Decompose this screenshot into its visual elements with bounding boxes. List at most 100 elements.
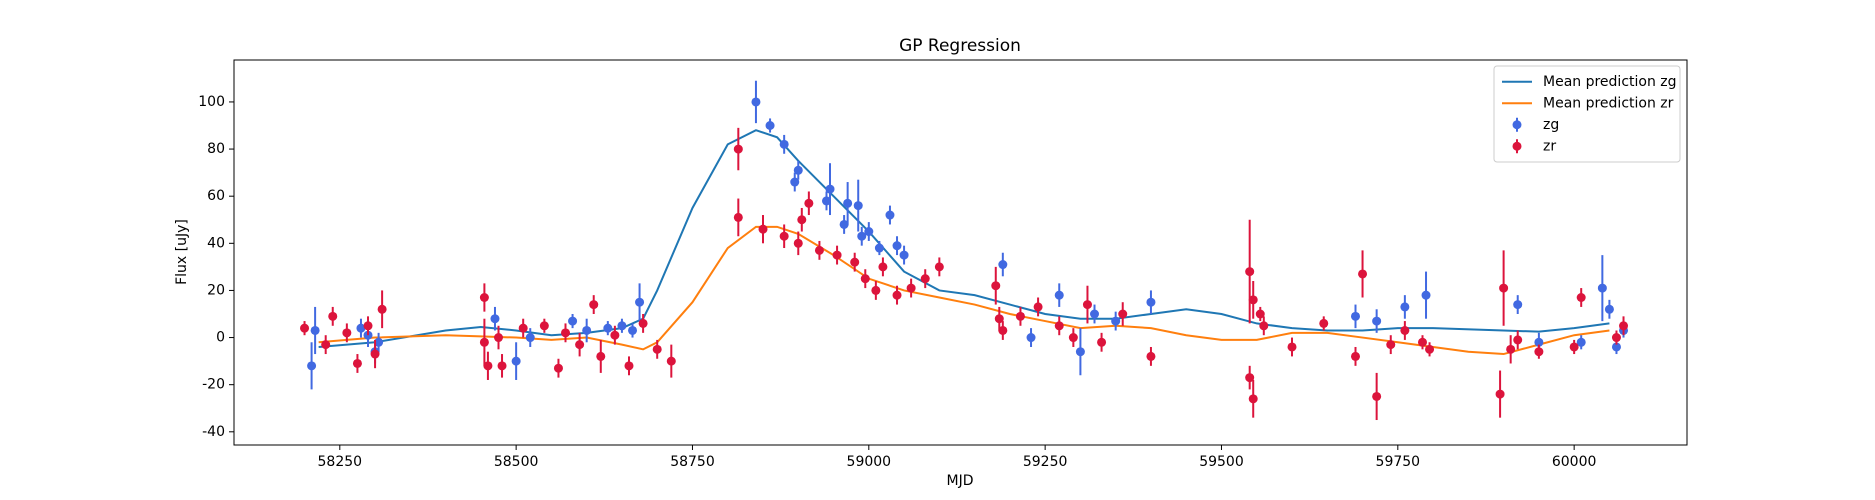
data-point xyxy=(1372,316,1382,326)
data-point xyxy=(553,363,563,373)
data-point xyxy=(920,274,930,284)
data-point xyxy=(328,311,338,321)
legend-label: Mean prediction zr xyxy=(1543,95,1674,111)
data-point xyxy=(850,257,860,267)
data-point xyxy=(906,283,916,293)
y-axis-label: Flux [uJy] xyxy=(174,219,190,285)
data-point xyxy=(1245,267,1255,277)
data-point xyxy=(885,210,895,220)
data-point xyxy=(1611,342,1621,352)
x-tick-label: 59250 xyxy=(1023,454,1068,470)
x-tick-label: 58500 xyxy=(494,454,539,470)
data-point xyxy=(652,344,662,354)
data-point xyxy=(310,325,320,335)
data-point xyxy=(1097,337,1107,347)
data-point xyxy=(603,323,613,333)
y-tick-label: 100 xyxy=(198,94,225,110)
data-point xyxy=(821,196,831,206)
data-point xyxy=(1499,283,1509,293)
data-point xyxy=(991,281,1001,291)
data-point xyxy=(1248,295,1258,305)
data-point xyxy=(1576,337,1586,347)
data-point xyxy=(610,330,620,340)
y-tick-label: 60 xyxy=(207,188,225,204)
data-point xyxy=(839,219,849,229)
data-point xyxy=(892,290,902,300)
data-point xyxy=(374,337,384,347)
data-point xyxy=(793,165,803,175)
data-point xyxy=(628,325,638,335)
data-point xyxy=(758,224,768,234)
x-tick-label: 59000 xyxy=(847,454,892,470)
data-point xyxy=(494,333,504,343)
data-point xyxy=(733,212,743,222)
chart-title: GP Regression xyxy=(899,36,1021,56)
data-point xyxy=(878,262,888,272)
data-point xyxy=(1248,394,1258,404)
data-point xyxy=(1319,318,1329,328)
data-point xyxy=(1421,290,1431,300)
data-point xyxy=(1597,283,1607,293)
data-point xyxy=(1026,333,1036,343)
data-point xyxy=(635,297,645,307)
plot-area xyxy=(300,80,1629,421)
data-point xyxy=(479,293,489,303)
y-tick-label: -20 xyxy=(202,377,225,393)
legend-label: zg xyxy=(1543,117,1559,133)
data-point xyxy=(790,177,800,187)
data-point xyxy=(370,349,380,359)
data-point xyxy=(814,245,824,255)
data-point xyxy=(511,356,521,366)
x-tick-label: 59750 xyxy=(1376,454,1421,470)
data-point xyxy=(1604,304,1614,314)
data-point xyxy=(892,241,902,251)
data-point xyxy=(1068,333,1078,343)
data-point xyxy=(899,250,909,260)
legend-label: Mean prediction zg xyxy=(1543,74,1677,90)
data-point xyxy=(575,340,585,350)
data-point xyxy=(352,358,362,368)
x-tick-label: 60000 xyxy=(1552,454,1597,470)
data-point xyxy=(321,340,331,350)
data-point xyxy=(1358,269,1368,279)
x-tick-label: 58750 xyxy=(670,454,715,470)
data-point xyxy=(589,300,599,310)
data-point xyxy=(1569,342,1579,352)
data-point xyxy=(1350,351,1360,361)
data-point xyxy=(1146,351,1156,361)
data-point xyxy=(934,262,944,272)
data-point xyxy=(1054,321,1064,331)
y-tick-label: -40 xyxy=(202,424,225,440)
data-point xyxy=(1118,309,1128,319)
y-tick-label: 40 xyxy=(207,235,225,251)
data-point xyxy=(490,314,500,324)
data-point xyxy=(561,328,571,338)
data-point xyxy=(1054,290,1064,300)
data-point xyxy=(857,231,867,241)
data-point xyxy=(825,184,835,194)
data-point xyxy=(624,361,634,371)
data-point xyxy=(1513,335,1523,345)
data-point xyxy=(1513,300,1523,310)
data-point xyxy=(1015,311,1025,321)
data-point xyxy=(525,333,535,343)
data-point xyxy=(1259,321,1269,331)
data-point xyxy=(1075,347,1085,357)
data-point xyxy=(377,304,387,314)
data-point xyxy=(1111,316,1121,326)
data-point xyxy=(342,328,352,338)
data-point xyxy=(1245,373,1255,383)
y-tick-label: 20 xyxy=(207,282,225,298)
legend-swatch xyxy=(1512,120,1522,130)
data-point xyxy=(638,318,648,328)
data-point xyxy=(582,325,592,335)
data-point xyxy=(871,285,881,295)
data-point xyxy=(874,243,884,253)
data-point xyxy=(751,97,761,107)
data-point xyxy=(1082,300,1092,310)
data-point xyxy=(1386,340,1396,350)
data-point xyxy=(765,121,775,131)
data-point xyxy=(363,321,373,331)
mean-line xyxy=(318,225,1610,356)
